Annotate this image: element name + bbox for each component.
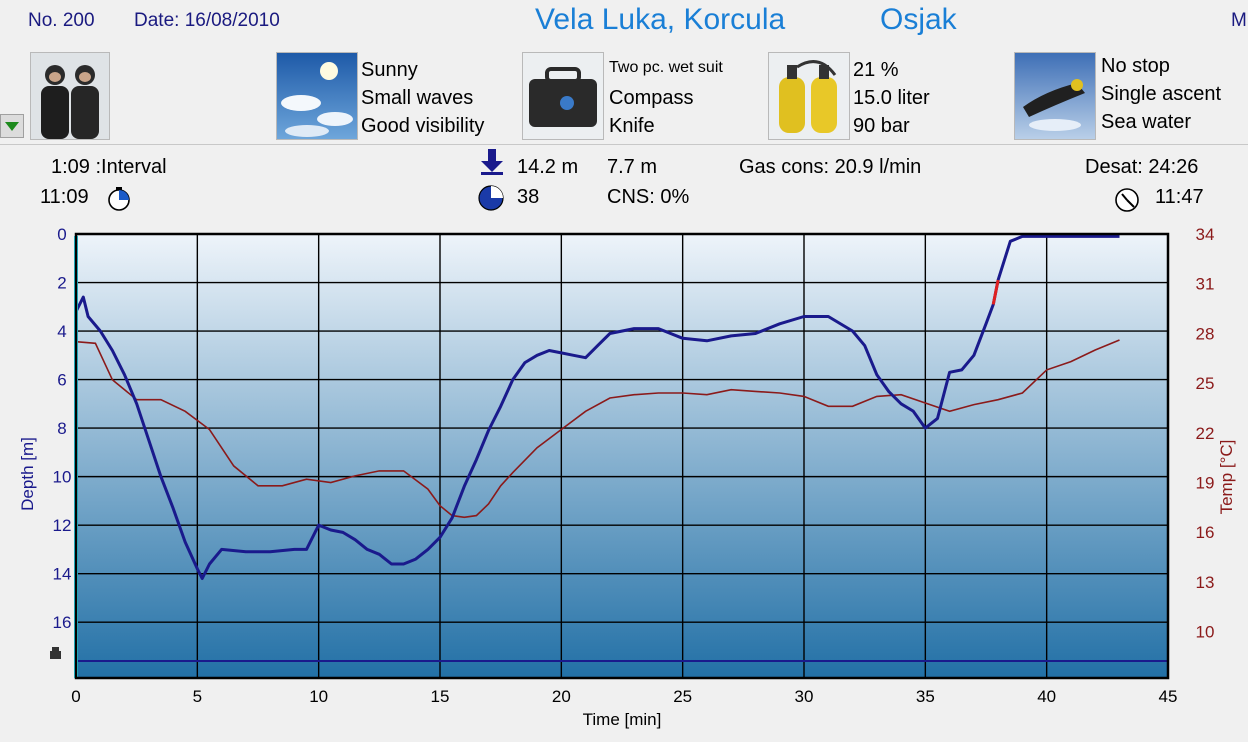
y2-tick-label: 31	[1196, 275, 1215, 294]
weather-thumbnail[interactable]	[276, 52, 358, 140]
x-axis-label: Time [min]	[583, 710, 662, 729]
surface-interval: 1:09 :Interval	[51, 156, 167, 178]
y-tick-label: 10	[53, 468, 72, 487]
x-tick-label: 5	[193, 687, 202, 706]
waves-line: Small waves	[361, 87, 474, 109]
weather-line: Sunny	[361, 59, 418, 81]
dive-location: Vela Luka, Korcula	[535, 3, 786, 36]
x-tick-label: 35	[916, 687, 935, 706]
pressure-used-line: 90 bar	[853, 115, 910, 137]
visibility-line: Good visibility	[361, 115, 485, 137]
deco-line: No stop	[1101, 55, 1170, 77]
y2-tick-label: 34	[1196, 225, 1215, 244]
x-tick-label: 45	[1159, 687, 1178, 706]
x-tick-label: 10	[309, 687, 328, 706]
clock-start-icon	[108, 187, 130, 211]
gas-info: 21 % 15.0 liter 90 bar	[853, 56, 930, 140]
gas-thumbnail[interactable]	[768, 52, 850, 140]
header-cut-text: M	[1231, 10, 1247, 31]
suit-line: Two pc. wet suit	[609, 59, 723, 76]
divers-icon	[31, 53, 109, 139]
dive-number: No. 200	[28, 10, 95, 31]
y2-axis-label: Temp [°C]	[1217, 440, 1236, 515]
deco-thumbnail[interactable]	[1014, 52, 1096, 140]
max-depth-icon	[481, 149, 503, 175]
knife-line: Knife	[609, 115, 655, 137]
compass-line: Compass	[609, 87, 694, 109]
separator-line	[0, 144, 1248, 145]
clock-end-icon	[1115, 188, 1139, 212]
y-tick-label: 16	[53, 613, 72, 632]
y-tick-label: 6	[57, 371, 66, 390]
y2-tick-label: 25	[1196, 374, 1215, 393]
y-axis-label: Depth [m]	[18, 437, 37, 511]
dive-bag-icon	[523, 53, 603, 139]
dive-duration: 38	[517, 186, 540, 208]
sun-sky-icon	[277, 53, 357, 139]
desaturation-time: Desat: 24:26	[1085, 156, 1199, 178]
average-depth: 7.7 m	[607, 156, 658, 178]
x-tick-label: 40	[1037, 687, 1056, 706]
gas-consumption: Gas cons: 20.9 l/min	[739, 156, 922, 178]
deco-info: No stop Single ascent Sea water	[1101, 52, 1221, 136]
diver-swimming-icon	[1015, 53, 1095, 139]
y2-tick-label: 19	[1196, 474, 1215, 493]
tanks-icon	[769, 53, 849, 139]
dive-time-icon	[478, 185, 504, 211]
y2-tick-label: 13	[1196, 573, 1215, 592]
x-tick-label: 0	[71, 687, 80, 706]
dive-date: Date: 16/08/2010	[134, 10, 280, 31]
oxygen-line: 21 %	[853, 59, 899, 81]
plot-frame	[74, 232, 1170, 680]
y-tick-label: 12	[53, 516, 72, 535]
max-depth: 14.2 m	[517, 156, 579, 178]
triangle-down-icon	[5, 122, 19, 131]
y-tick-label: 2	[57, 274, 66, 293]
temperature-series-line	[75, 339, 1120, 519]
ascent-warning-segment	[991, 279, 1000, 305]
y2-tick-label: 10	[1196, 623, 1215, 642]
water-line: Sea water	[1101, 111, 1192, 133]
dive-site: Osjak	[880, 3, 957, 36]
x-tick-label: 30	[795, 687, 814, 706]
cns-value: CNS: 0%	[607, 186, 690, 208]
y-tick-label: 0	[57, 225, 66, 244]
x-tick-label: 25	[673, 687, 692, 706]
plot-area	[76, 234, 1168, 678]
y-tick-label: 8	[57, 419, 66, 438]
equipment-thumbnail[interactable]	[522, 52, 604, 140]
y2-tick-label: 28	[1196, 324, 1215, 343]
tank-volume-line: 15.0 liter	[853, 87, 930, 109]
dive-profile-chart[interactable]: 0 5 10 15 20 25 30 35 40 45 0 2 4 6 8 10 12 14 16 34 31 28 25 2…	[0, 220, 1248, 742]
weather-info: Sunny Small waves Good visibility	[361, 56, 484, 140]
equipment-info: Compass Knife	[609, 84, 693, 140]
divers-thumbnail[interactable]	[30, 52, 110, 140]
bottom-marker-icon	[50, 647, 61, 659]
x-tick-label: 15	[431, 687, 450, 706]
entry-time: 11:09	[40, 186, 89, 208]
exit-time: 11:47	[1155, 186, 1204, 208]
y2-tick-label: 22	[1196, 424, 1215, 443]
x-tick-label: 20	[552, 687, 571, 706]
y2-tick-label: 16	[1196, 523, 1215, 542]
expand-dropdown-button[interactable]	[0, 114, 24, 138]
depth-series-line	[74, 234, 1120, 580]
ascent-line: Single ascent	[1101, 83, 1222, 105]
y-tick-label: 14	[53, 565, 72, 584]
y-tick-label: 4	[57, 322, 66, 341]
